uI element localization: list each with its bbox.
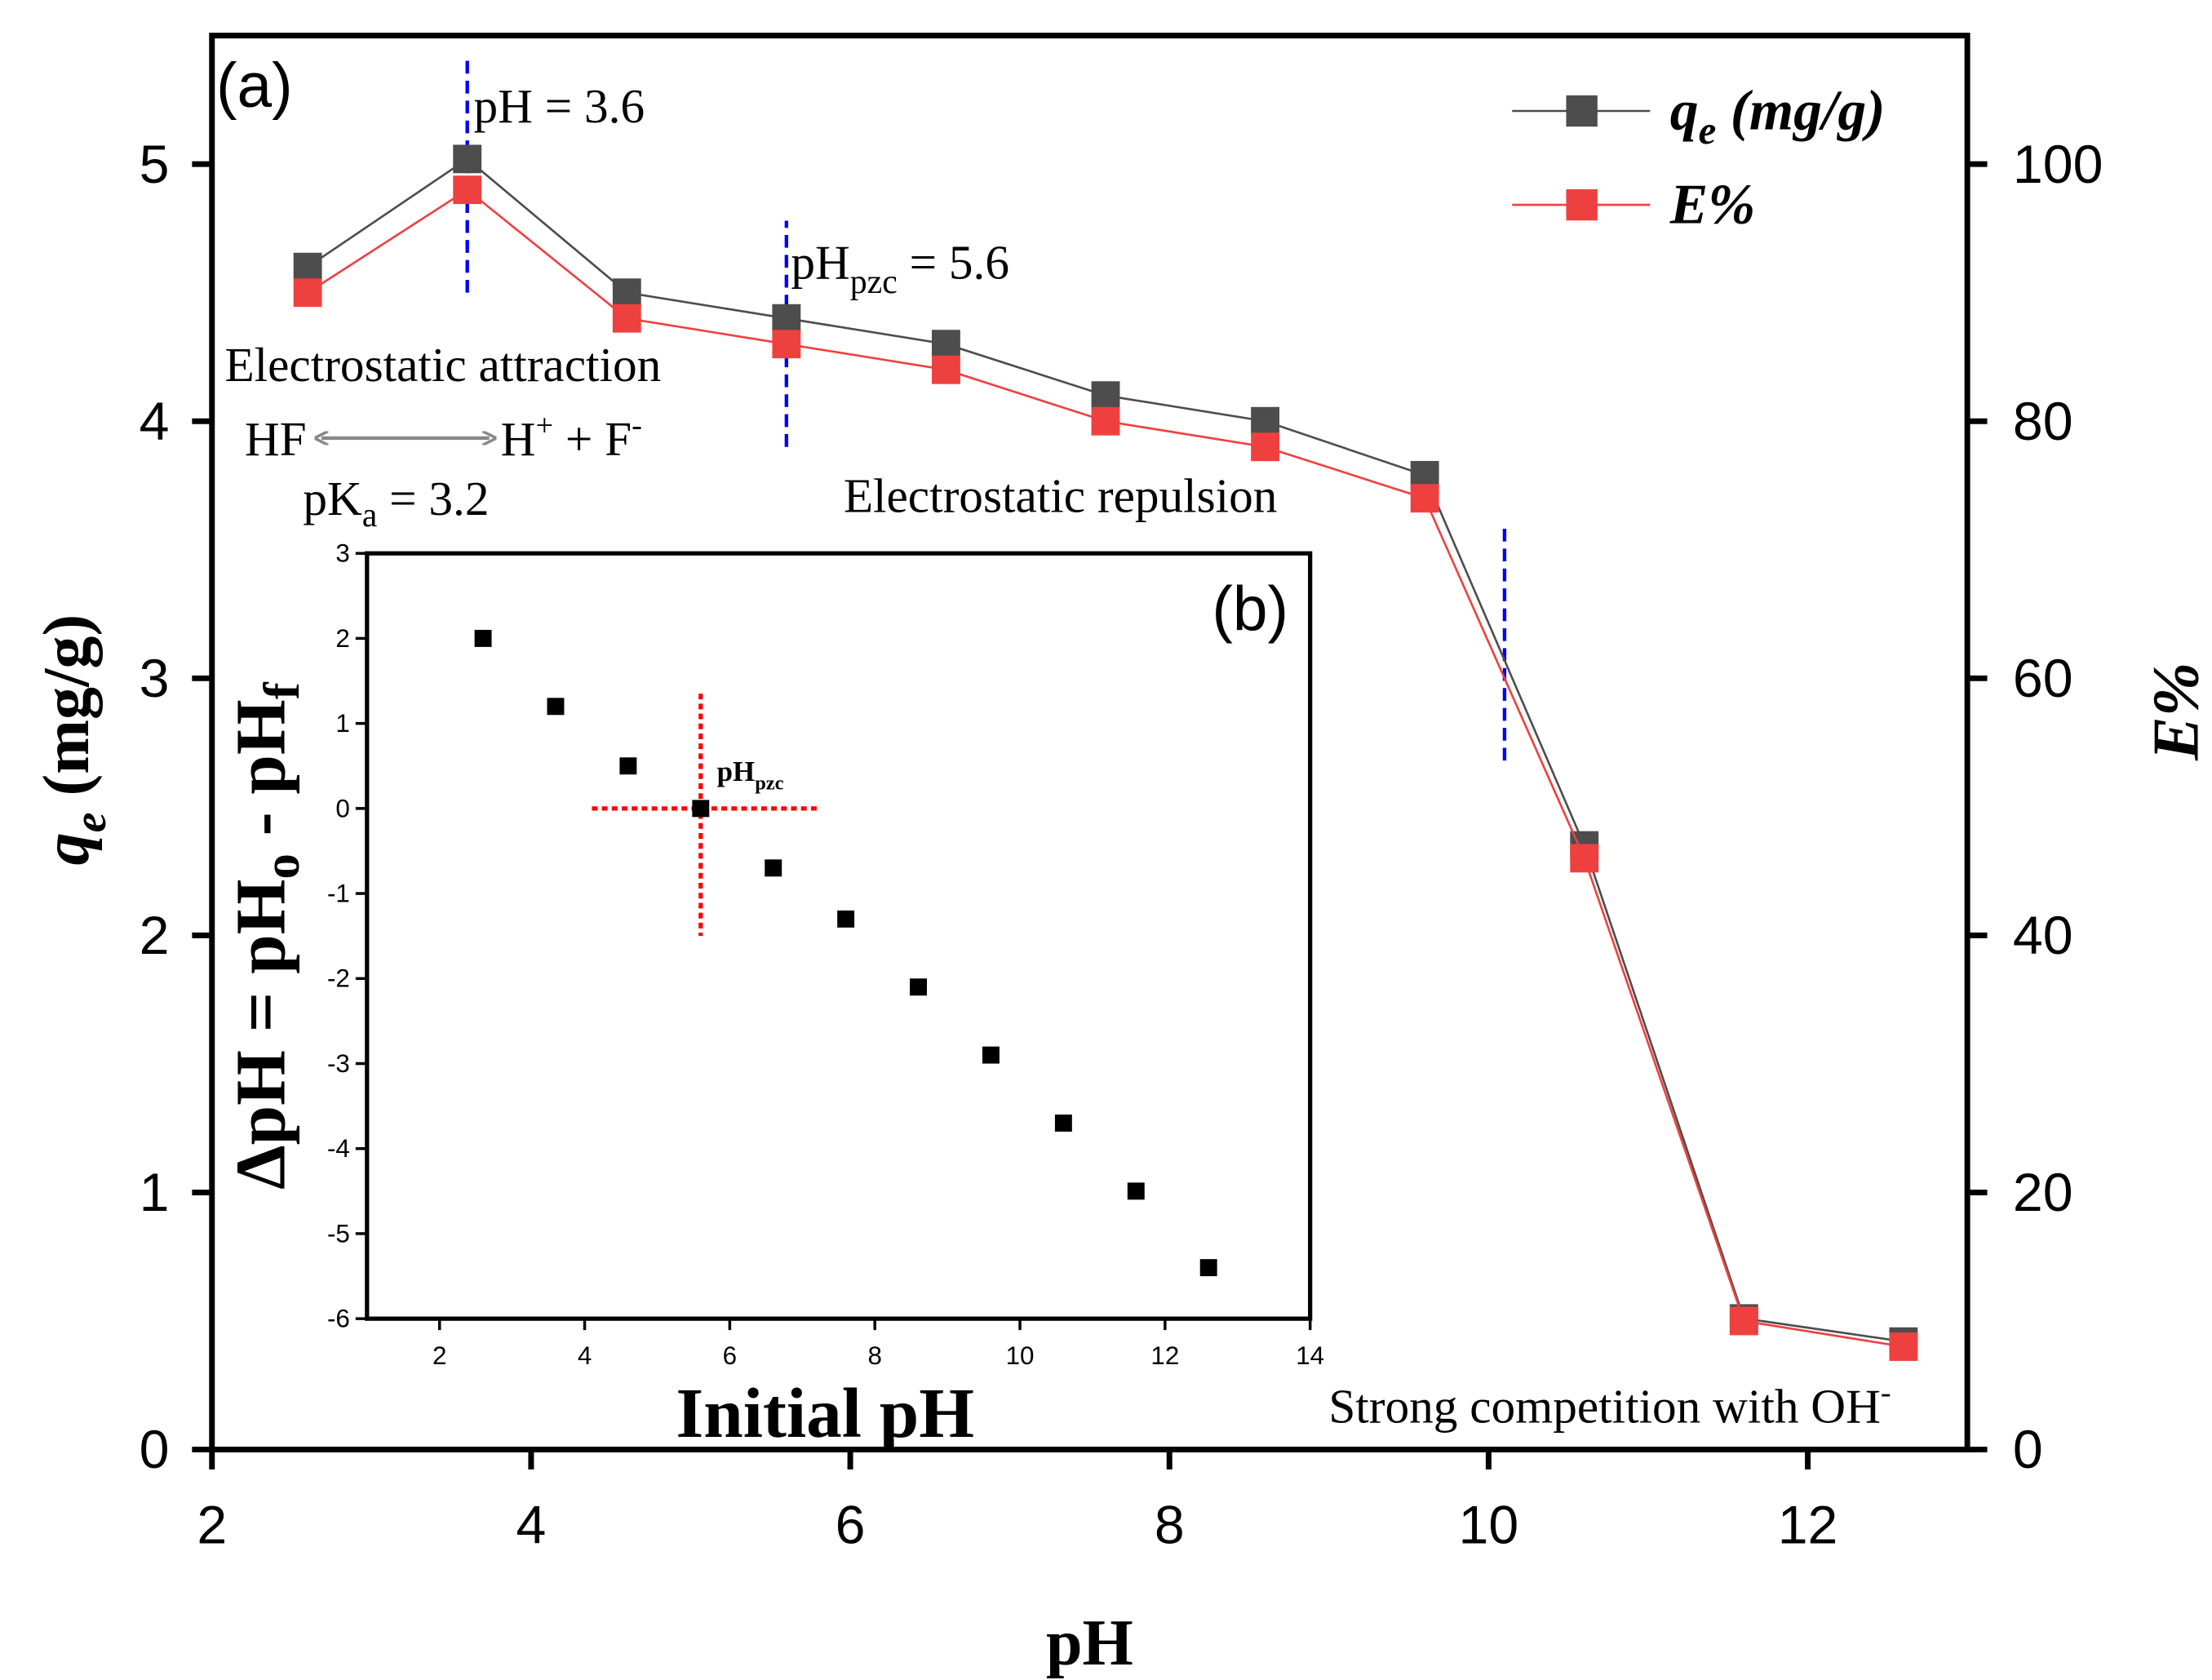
e-percent-point	[612, 304, 641, 333]
x-tick-label: 8	[1155, 1496, 1185, 1556]
inset-y-tick-label: -1	[327, 880, 350, 908]
e-percent-point	[1570, 844, 1599, 873]
qe-point	[931, 330, 960, 359]
inset-x-tick-label: 14	[1296, 1341, 1324, 1370]
inset-x-tick-label: 12	[1150, 1341, 1179, 1370]
pzc-label: pHpzc	[717, 756, 784, 794]
qe-point	[772, 304, 801, 333]
y-tick-label: 2	[140, 906, 170, 966]
inset-point	[547, 698, 565, 716]
inset-point	[1054, 1114, 1072, 1132]
e-percent-point	[1889, 1332, 1918, 1361]
x-tick-label: 4	[516, 1496, 547, 1556]
e-percent-point	[1091, 406, 1120, 436]
annotation-ph-3-6: pH = 3.6	[474, 79, 645, 133]
y2-tick-label: 60	[2013, 649, 2073, 709]
inset-y-tick-label: -6	[327, 1305, 350, 1333]
inset-point	[982, 1046, 1000, 1064]
x-axis-label: pH	[1046, 1607, 1133, 1679]
inset-y-tick-label: -2	[327, 964, 350, 993]
main-chart: qe (mg/g) 2 4 6 8 10 12012345020406080100pHE%…	[31, 33, 2212, 1679]
legend-label: qe (mg/g)	[1670, 80, 1886, 153]
plot-frame	[209, 33, 1970, 1453]
inset-y-tick-label: -3	[327, 1049, 350, 1078]
inset-point	[837, 910, 855, 928]
inset-point	[910, 978, 928, 996]
qe-point	[612, 278, 641, 308]
inset-y-axis-label: ΔpH = pHo - pHf	[221, 681, 310, 1190]
inset-x-tick-label: 2	[432, 1341, 446, 1370]
legend-marker	[1566, 188, 1598, 221]
qe-point	[1091, 381, 1120, 410]
y2-tick-label: 20	[2013, 1163, 2073, 1223]
e-percent-point	[931, 355, 960, 384]
qe-point	[1251, 406, 1280, 436]
e-percent-point	[1729, 1306, 1758, 1336]
y-axis-label: qe (mg/g)	[31, 614, 116, 866]
e-percent-point	[1251, 432, 1280, 462]
x-tick-label: 2	[197, 1496, 227, 1556]
qe-point	[293, 252, 322, 281]
inset-point	[1127, 1182, 1145, 1200]
inset-y-tick-label: 3	[335, 539, 349, 568]
qe-point	[453, 144, 482, 174]
legend-label: E%	[1669, 174, 1756, 237]
y-tick-label: 3	[140, 649, 170, 709]
inset-frame	[365, 551, 1313, 1321]
x-tick-label: 12	[1778, 1496, 1838, 1556]
inset-x-tick-label: 6	[723, 1341, 737, 1370]
y2-tick-label: 0	[2013, 1420, 2043, 1480]
inset-x-axis-label: Initial pH	[676, 1373, 974, 1452]
inset-y-tick-label: -5	[327, 1219, 350, 1248]
inset-y-tick-label: 1	[335, 709, 349, 738]
annotation-competition: Strong competition with OH-	[1328, 1376, 1891, 1433]
inset-y-tick-label: -4	[327, 1134, 350, 1163]
y-tick-label: 4	[140, 392, 170, 452]
y-tick-label: 5	[140, 135, 170, 195]
y2-tick-label: 80	[2013, 392, 2073, 452]
inset-point	[619, 757, 637, 775]
inset-y-tick-label: 2	[335, 624, 349, 653]
legend-marker	[1566, 95, 1598, 127]
inset-x-tick-label: 4	[578, 1341, 592, 1370]
inset-y-tick-label: 0	[335, 794, 349, 822]
e-percent-point	[1410, 484, 1439, 513]
x-tick-label: 6	[836, 1496, 866, 1556]
e-percent-point	[293, 278, 322, 308]
inset-point	[1199, 1259, 1217, 1277]
inset-point	[692, 800, 710, 818]
inset-point	[765, 859, 782, 877]
annotation-pka: pKa = 3.2	[303, 472, 489, 534]
annotation-attraction: Electrostatic attraction	[224, 338, 661, 392]
inset-x-tick-label: 10	[1006, 1341, 1035, 1370]
annotation-repulsion: Electrostatic repulsion	[844, 469, 1278, 523]
panel-label-a: (a)	[216, 51, 293, 121]
inset-x-tick-label: 8	[867, 1341, 881, 1370]
annotation-hf: HF	[245, 412, 307, 466]
annotation-ions: H+ + F-	[501, 409, 642, 466]
panel-label-b: (b)	[1212, 574, 1288, 644]
annotation-phpzc: pHpzc = 5.6	[791, 236, 1009, 301]
e-percent-point	[772, 330, 801, 359]
y2-tick-label: 100	[2013, 135, 2103, 195]
y2-tick-label: 40	[2013, 906, 2073, 966]
inset-point	[474, 629, 492, 647]
y-tick-label: 0	[140, 1420, 170, 1480]
y2-axis-label: E%	[2141, 663, 2212, 761]
y-tick-label: 1	[140, 1163, 170, 1223]
x-tick-label: 10	[1459, 1496, 1519, 1556]
e-percent-point	[453, 175, 482, 205]
